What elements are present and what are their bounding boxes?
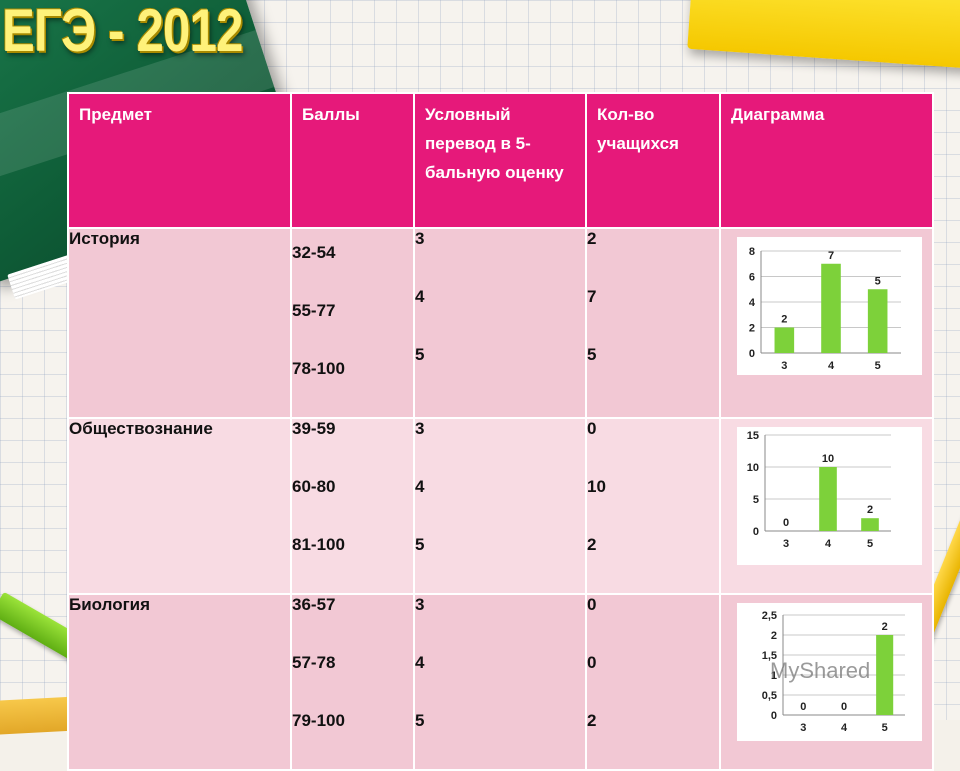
x-tick-label: 5 bbox=[867, 538, 873, 550]
header-grade-conversion: Условный перевод в 5-бальную оценку bbox=[413, 92, 587, 229]
count-value: 10 bbox=[587, 477, 606, 496]
table-row: История 32-54 55-77 78-100 3 4 5 2 7 5 0… bbox=[67, 227, 934, 419]
chart-bar bbox=[861, 518, 879, 531]
counts-cell: 0 10 2 bbox=[585, 417, 721, 595]
header-subject: Предмет bbox=[67, 92, 292, 229]
score-range: 39-59 bbox=[292, 419, 336, 438]
data-label: 0 bbox=[841, 701, 847, 713]
grade-value: 4 bbox=[415, 287, 425, 306]
chart-bar bbox=[876, 635, 894, 715]
chart-bar bbox=[867, 289, 888, 353]
x-tick-label: 5 bbox=[875, 360, 881, 372]
header-student-count: Кол-во учащихся bbox=[585, 92, 721, 229]
x-tick-label: 4 bbox=[828, 360, 835, 372]
grade-value: 5 bbox=[415, 345, 425, 364]
score-range: 32-54 bbox=[292, 243, 336, 262]
subject-cell: Обществознание bbox=[67, 417, 292, 595]
results-table: Предмет Баллы Условный перевод в 5-бальн… bbox=[67, 92, 934, 771]
count-value: 7 bbox=[587, 287, 597, 306]
grade-value: 5 bbox=[415, 535, 425, 554]
scores-cell: 39-59 60-80 81-100 bbox=[290, 417, 415, 595]
header-diagram: Диаграмма bbox=[719, 92, 934, 229]
chart-bar bbox=[819, 467, 837, 531]
y-tick-label: 15 bbox=[747, 430, 759, 442]
data-label: 10 bbox=[822, 453, 834, 465]
y-tick-label: 8 bbox=[749, 246, 755, 258]
score-range: 78-100 bbox=[292, 359, 345, 378]
watermark: MyShared bbox=[770, 658, 871, 683]
data-label: 0 bbox=[783, 517, 789, 529]
subject-cell: История bbox=[67, 227, 292, 419]
grade-value: 3 bbox=[415, 595, 425, 614]
page-title: ЕГЭ - 2012 bbox=[2, 0, 244, 64]
y-tick-label: 0 bbox=[771, 710, 777, 722]
grade-value: 3 bbox=[415, 419, 425, 438]
header-scores: Баллы bbox=[290, 92, 415, 229]
data-label: 2 bbox=[781, 314, 787, 326]
x-tick-label: 4 bbox=[825, 538, 832, 550]
x-tick-label: 3 bbox=[800, 722, 806, 734]
data-label: 2 bbox=[867, 504, 873, 516]
grades-cell: 3 4 5 bbox=[413, 593, 587, 771]
count-value: 0 bbox=[587, 419, 597, 438]
y-tick-label: 2 bbox=[749, 323, 755, 335]
score-range: 60-80 bbox=[292, 477, 336, 496]
grades-cell: 3 4 5 bbox=[413, 417, 587, 595]
table-header-row: Предмет Баллы Условный перевод в 5-бальн… bbox=[67, 92, 934, 229]
count-value: 5 bbox=[587, 345, 597, 364]
y-tick-label: 0 bbox=[749, 348, 755, 360]
biology-bar-chart: 0 0,5 1 1,5 2 2,5 0 3 0 4 2 5 bbox=[737, 603, 922, 741]
grade-value: 3 bbox=[415, 229, 425, 248]
y-tick-label: 2 bbox=[771, 630, 777, 642]
count-value: 0 bbox=[587, 595, 597, 614]
y-tick-label: 5 bbox=[753, 494, 759, 506]
social-studies-bar-chart: 0 5 10 15 0 3 10 4 2 5 bbox=[737, 427, 922, 565]
grades-cell: 3 4 5 bbox=[413, 227, 587, 419]
score-range: 36-57 bbox=[292, 595, 336, 614]
counts-cell: 0 0 2 bbox=[585, 593, 721, 771]
grade-value: 4 bbox=[415, 653, 425, 672]
chart-cell: 0 2 4 6 8 2 3 7 4 5 5 bbox=[719, 227, 934, 419]
y-tick-label: 0 bbox=[753, 526, 759, 538]
y-tick-label: 6 bbox=[749, 272, 755, 284]
score-range: 57-78 bbox=[292, 653, 336, 672]
y-tick-label: 10 bbox=[747, 462, 759, 474]
chart-bar bbox=[774, 327, 795, 353]
x-tick-label: 4 bbox=[841, 722, 848, 734]
score-range: 55-77 bbox=[292, 301, 336, 320]
history-bar-chart: 0 2 4 6 8 2 3 7 4 5 5 bbox=[737, 237, 922, 375]
score-range: 81-100 bbox=[292, 535, 345, 554]
x-tick-label: 3 bbox=[783, 538, 789, 550]
y-tick-label: 4 bbox=[749, 297, 756, 309]
scores-cell: 36-57 57-78 79-100 bbox=[290, 593, 415, 771]
data-label: 0 bbox=[800, 701, 806, 713]
counts-cell: 2 7 5 bbox=[585, 227, 721, 419]
chart-bar bbox=[821, 263, 841, 353]
count-value: 2 bbox=[587, 229, 597, 248]
data-label: 5 bbox=[875, 275, 881, 287]
y-tick-label: 1 bbox=[771, 670, 777, 682]
grade-value: 4 bbox=[415, 477, 425, 496]
count-value: 2 bbox=[587, 535, 597, 554]
table-row: Обществознание 39-59 60-80 81-100 3 4 5 … bbox=[67, 417, 934, 595]
data-label: 2 bbox=[882, 621, 888, 633]
y-tick-label: 1,5 bbox=[762, 650, 777, 662]
y-tick-label: 0,5 bbox=[762, 690, 777, 702]
x-tick-label: 5 bbox=[882, 722, 888, 734]
count-value: 0 bbox=[587, 653, 597, 672]
chart-cell: 0 5 10 15 0 3 10 4 2 5 bbox=[719, 417, 934, 595]
x-tick-label: 3 bbox=[781, 360, 787, 372]
y-tick-label: 2,5 bbox=[762, 610, 777, 622]
scores-cell: 32-54 55-77 78-100 bbox=[290, 227, 415, 419]
subject-cell: Биология bbox=[67, 593, 292, 771]
data-label: 7 bbox=[828, 250, 834, 262]
